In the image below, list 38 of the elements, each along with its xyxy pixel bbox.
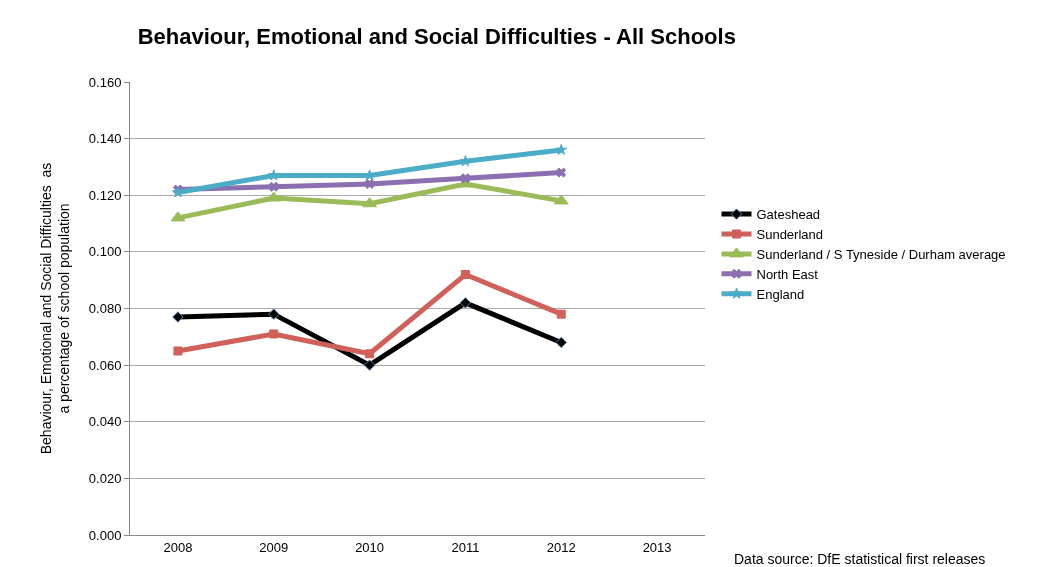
- y-tick-label: 0.120: [88, 187, 122, 203]
- y-tick-label: 0.020: [88, 470, 122, 486]
- point: [172, 311, 184, 323]
- chart-title: Behaviour, Emotional and Social Difficulties - All Schools: [137, 23, 736, 49]
- y-tick-label: 0.080: [88, 301, 122, 317]
- point: [363, 359, 376, 371]
- legend-label: Gateshead: [756, 207, 821, 223]
- point: [556, 167, 567, 178]
- point: [555, 143, 568, 155]
- point: [173, 346, 183, 356]
- y-tick-label: 0.040: [88, 414, 122, 430]
- point: [555, 336, 567, 349]
- point: [365, 349, 375, 359]
- point: [268, 181, 279, 192]
- y-axis-title: Behaviour, Emotional and Social Difficulties as a percentage of school population: [38, 162, 73, 455]
- point: [460, 173, 471, 184]
- legend-label: North East: [756, 266, 819, 282]
- point: [268, 308, 280, 320]
- point: [269, 329, 279, 339]
- point: [460, 270, 470, 280]
- x-tick-label: 2011: [451, 539, 480, 555]
- y-tick-label: 0.100: [88, 244, 122, 260]
- y-tick-label: 0.160: [88, 74, 122, 90]
- point: [459, 297, 472, 309]
- legend-label: Sunderland: [756, 227, 823, 243]
- point: [556, 309, 566, 319]
- legend-label: England: [756, 286, 805, 302]
- y-tick-label: 0.140: [88, 131, 122, 147]
- legend-label: Sunderland / S Tyneside / Durham average: [756, 246, 1006, 262]
- point: [364, 178, 375, 189]
- source-note: Data source: DfE statistical first releases: [734, 551, 986, 567]
- x-tick-label: 2008: [163, 539, 193, 555]
- x-tick-label: 2013: [642, 539, 672, 555]
- x-tick-label: 2009: [259, 539, 289, 555]
- x-tick-label: 2010: [355, 539, 385, 555]
- y-tick-label: 0.000: [88, 527, 122, 543]
- x-tick-label: 2012: [546, 539, 576, 555]
- y-tick-label: 0.060: [88, 357, 122, 373]
